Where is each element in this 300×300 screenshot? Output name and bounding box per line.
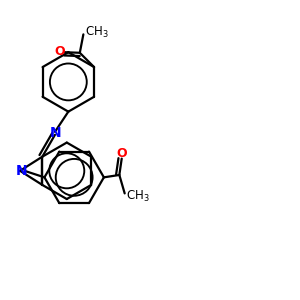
Text: CH$_3$: CH$_3$ (126, 189, 150, 204)
Text: N: N (16, 164, 28, 178)
Text: CH$_3$: CH$_3$ (85, 25, 108, 40)
Text: O: O (54, 44, 65, 58)
Text: N: N (50, 126, 62, 140)
Text: O: O (116, 147, 127, 160)
